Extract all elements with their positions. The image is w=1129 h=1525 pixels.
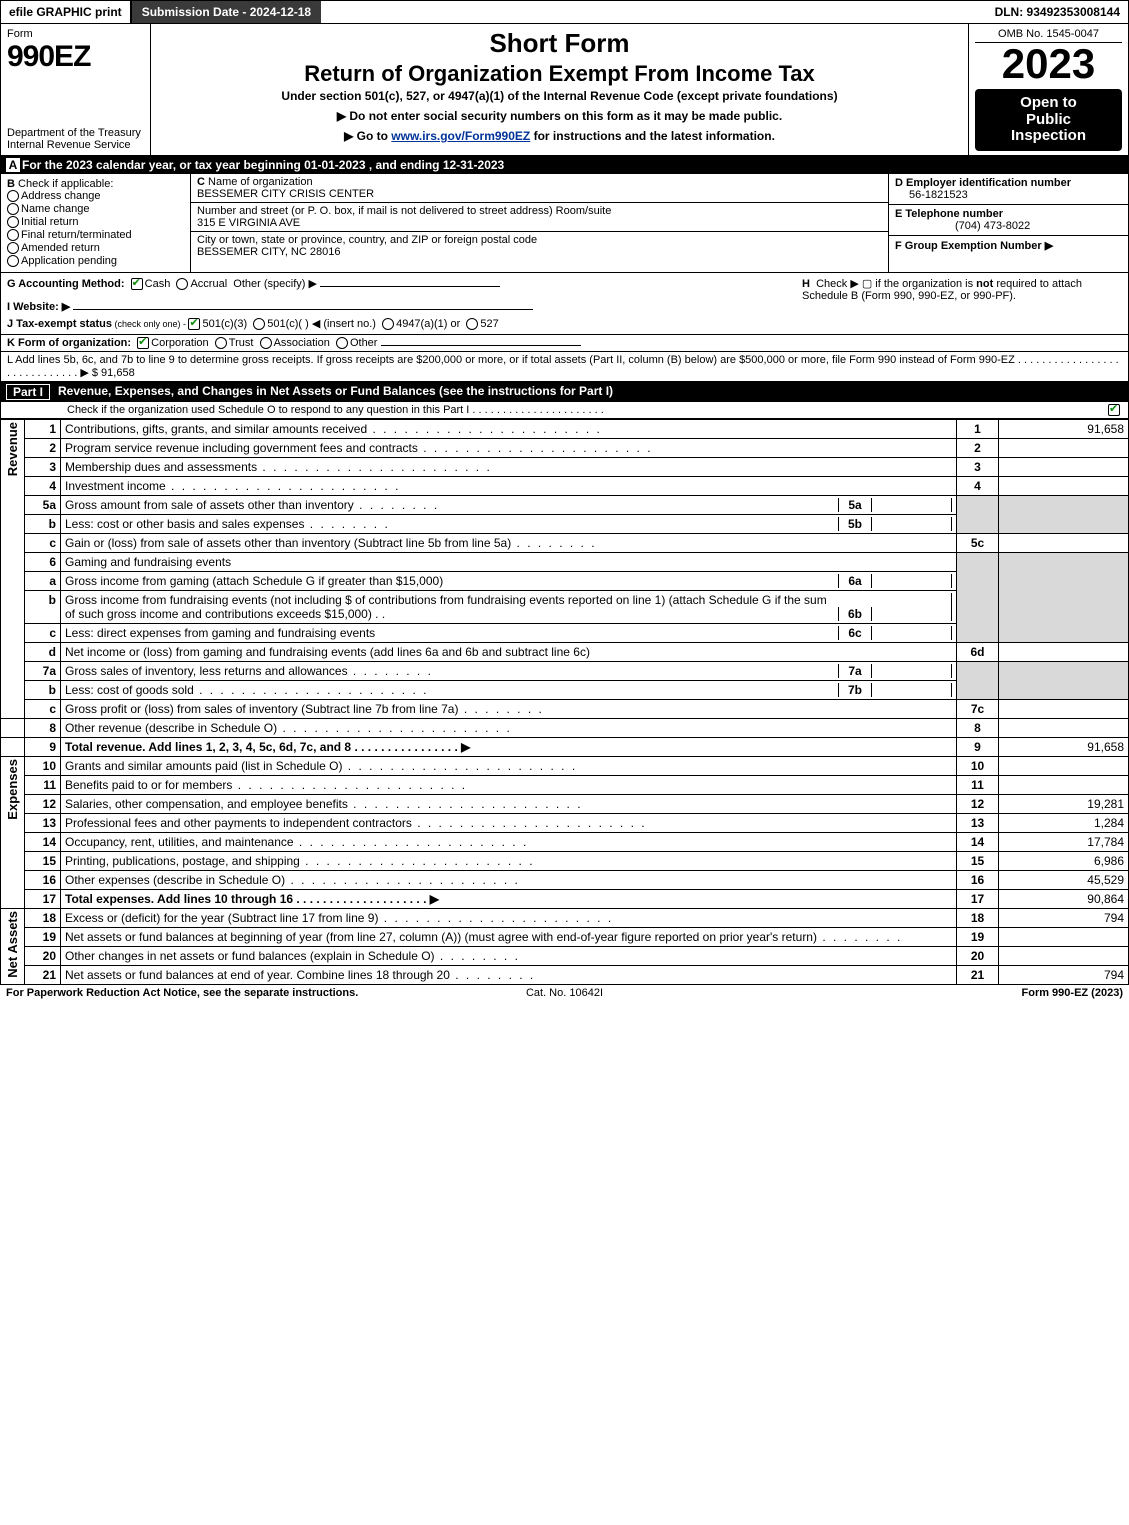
org-city: BESSEMER CITY, NC 28016 <box>197 246 340 258</box>
subtitle: Under section 501(c), 527, or 4947(a)(1)… <box>157 89 962 103</box>
ein: 56-1821523 <box>895 189 968 201</box>
checkbox-accrual[interactable] <box>176 278 188 290</box>
checkbox-other-org[interactable] <box>336 337 348 349</box>
line-12-value: 19,281 <box>999 795 1129 814</box>
dept-label: Department of the Treasury Internal Reve… <box>7 127 144 151</box>
submission-date: Submission Date - 2024-12-18 <box>132 1 321 23</box>
tax-year: 2023 <box>975 43 1122 85</box>
org-name: BESSEMER CITY CRISIS CENTER <box>197 188 374 200</box>
topbar: efile GRAPHIC print Submission Date - 20… <box>0 0 1129 24</box>
netassets-vlabel: Net Assets <box>5 911 20 978</box>
checkbox-name-change[interactable] <box>7 203 19 215</box>
page-footer: For Paperwork Reduction Act Notice, see … <box>0 985 1129 1001</box>
revenue-vlabel: Revenue <box>5 422 20 476</box>
line-21-value: 794 <box>999 966 1129 985</box>
section-d-e-f: D Employer identification number56-18215… <box>888 174 1128 273</box>
section-a: AFor the 2023 calendar year, or tax year… <box>0 156 1129 174</box>
checkbox-schedule-o[interactable] <box>1108 404 1120 416</box>
expenses-vlabel: Expenses <box>5 759 20 820</box>
checkbox-corporation[interactable] <box>137 337 149 349</box>
section-b: B Check if applicable: Address change Na… <box>1 174 191 273</box>
checkbox-501c[interactable] <box>253 318 265 330</box>
org-street: 315 E VIRGINIA AVE <box>197 217 300 229</box>
cat-no: Cat. No. 10642I <box>378 987 750 999</box>
line-18-value: 794 <box>999 909 1129 928</box>
checkbox-application-pending[interactable] <box>7 255 19 267</box>
line-16-value: 45,529 <box>999 871 1129 890</box>
open-public-inspection: Open toPublicInspection <box>975 89 1122 151</box>
form-number: 990EZ <box>7 40 144 74</box>
form-label: Form <box>7 28 144 40</box>
efile-print-label[interactable]: efile GRAPHIC print <box>1 1 132 23</box>
dln: DLN: 93492353008144 <box>987 1 1128 23</box>
line-1-value: 91,658 <box>999 420 1129 439</box>
section-b-to-f: B Check if applicable: Address change Na… <box>0 174 1129 274</box>
checkbox-527[interactable] <box>466 318 478 330</box>
form-header: Form 990EZ Department of the Treasury In… <box>0 24 1129 156</box>
form-footer-label: Form 990-EZ (2023) <box>751 987 1123 999</box>
checkbox-initial-return[interactable] <box>7 216 19 228</box>
line-9-value: 91,658 <box>999 738 1129 757</box>
checkbox-final-return[interactable] <box>7 229 19 241</box>
section-c: C Name of organizationBESSEMER CITY CRIS… <box>191 174 888 273</box>
telephone: (704) 473-8022 <box>895 220 1030 232</box>
irs-link[interactable]: www.irs.gov/Form990EZ <box>391 129 530 143</box>
short-form-title: Short Form <box>157 28 962 59</box>
return-title: Return of Organization Exempt From Incom… <box>157 61 962 87</box>
checkbox-trust[interactable] <box>215 337 227 349</box>
line-17-value: 90,864 <box>999 890 1129 909</box>
paperwork-notice: For Paperwork Reduction Act Notice, see … <box>6 987 378 999</box>
section-l: L Add lines 5b, 6c, and 7b to line 9 to … <box>0 352 1129 382</box>
part-i-header: Part I Revenue, Expenses, and Changes in… <box>0 382 1129 402</box>
line-13-value: 1,284 <box>999 814 1129 833</box>
lines-table: Revenue 1Contributions, gifts, grants, a… <box>0 419 1129 985</box>
line-15-value: 6,986 <box>999 852 1129 871</box>
section-g-h: G Accounting Method: Cash Accrual Other … <box>0 273 1129 335</box>
checkbox-address-change[interactable] <box>7 190 19 202</box>
checkbox-amended-return[interactable] <box>7 242 19 254</box>
line-14-value: 17,784 <box>999 833 1129 852</box>
checkbox-4947[interactable] <box>382 318 394 330</box>
ssn-warning: ▶ Do not enter social security numbers o… <box>157 109 962 123</box>
goto-line: ▶ Go to www.irs.gov/Form990EZ for instru… <box>157 129 962 143</box>
checkbox-association[interactable] <box>260 337 272 349</box>
section-k: K Form of organization: Corporation Trus… <box>0 335 1129 352</box>
checkbox-501c3[interactable] <box>188 318 200 330</box>
part-i-check: Check if the organization used Schedule … <box>0 402 1129 419</box>
checkbox-cash[interactable] <box>131 278 143 290</box>
